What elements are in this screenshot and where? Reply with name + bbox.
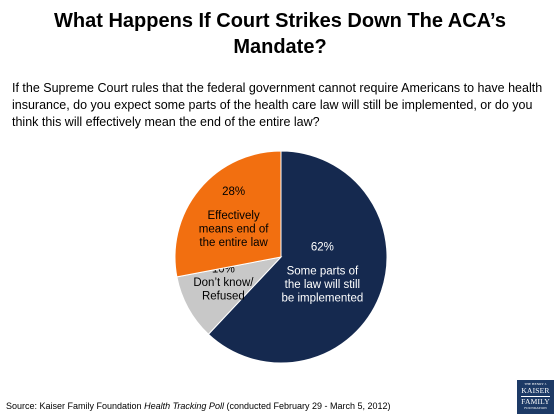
source-note: Source: Kaiser Family Foundation Health … xyxy=(6,401,391,411)
slice-label-line: means end of xyxy=(199,223,269,235)
source-suffix: (conducted February 29 - March 5, 2012) xyxy=(223,401,391,411)
chart-title: What Happens If Court Strikes Down The A… xyxy=(54,10,506,58)
slice-category-label-2: Don’t know/Refused xyxy=(193,277,254,303)
slice-label-line: be implemented xyxy=(281,292,363,304)
pie-slice-1 xyxy=(207,150,388,364)
kaiser-family-foundation-logo: THE HENRY J. KAISER FAMILY FOUNDATION xyxy=(517,380,554,414)
slice-label-line: Effectively xyxy=(208,210,260,222)
slice-label-line: the entire law xyxy=(199,237,268,249)
logo-bottom-text: FOUNDATION xyxy=(524,406,547,410)
source-prefix: Source: Kaiser Family Foundation xyxy=(6,401,145,411)
logo-line1: KAISER xyxy=(521,386,550,395)
logo-top-text: THE HENRY J. xyxy=(524,382,547,386)
survey-question: If the Supreme Court rules that the fede… xyxy=(12,81,543,129)
slice-category-label-1: Some parts of the law will still be implem… xyxy=(281,265,363,304)
logo-rule xyxy=(521,396,550,397)
slice-category-label-3: Effectively means end of the entire law xyxy=(199,210,269,249)
source-publication: Health Tracking Poll xyxy=(144,401,224,411)
slice-label-line: Some parts of xyxy=(287,265,359,277)
slice-value-label-3: 28% xyxy=(222,186,245,198)
pie-slice-3 xyxy=(174,150,282,278)
slice-label-line: Refused xyxy=(202,290,245,302)
slice-value-label-1: 62% xyxy=(311,241,334,253)
logo-line2: FAMILY xyxy=(521,397,550,406)
slice-label-line: the law will still xyxy=(285,279,360,291)
slice-label-line: Don’t know/ xyxy=(193,277,254,289)
